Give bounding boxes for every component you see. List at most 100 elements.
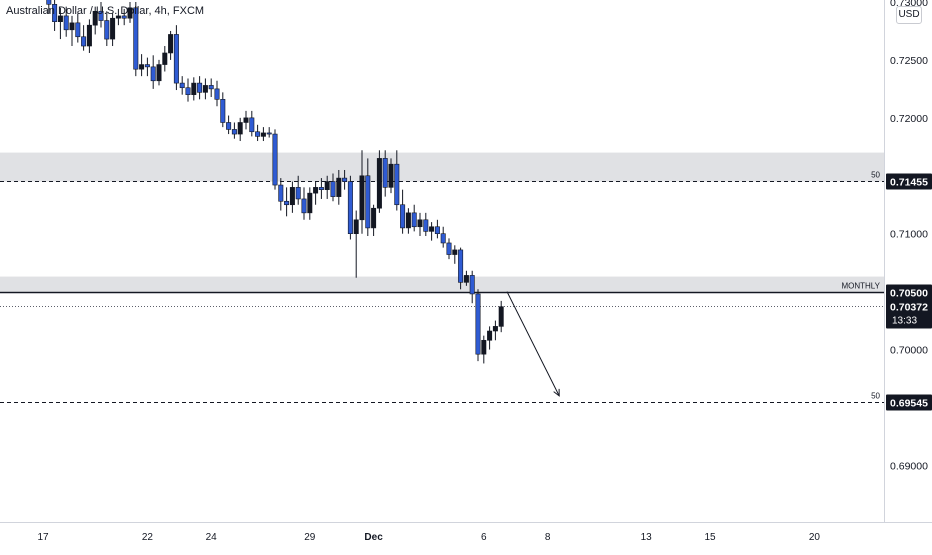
candle-body-41[interactable]: [272, 133, 278, 186]
candle-body-70[interactable]: [440, 233, 446, 244]
level-price-tag-1: [886, 284, 932, 301]
time-tick-5: 6: [481, 532, 487, 543]
level-annotation-0: 50: [871, 171, 880, 180]
candle-body-12[interactable]: [104, 20, 110, 40]
candle-body-4[interactable]: [57, 15, 63, 22]
candle-body-33[interactable]: [226, 122, 232, 130]
candle-body-29[interactable]: [202, 85, 208, 93]
candle-body-51[interactable]: [330, 181, 336, 197]
candle-body-37[interactable]: [249, 117, 255, 133]
candle-body-27[interactable]: [191, 82, 197, 95]
candle-body-47[interactable]: [307, 192, 313, 214]
projection-arrow-head: [553, 388, 560, 397]
candle-body-57[interactable]: [365, 175, 371, 229]
candle-body-28[interactable]: [197, 82, 203, 93]
candle-body-74[interactable]: [463, 275, 469, 283]
candle-body-58[interactable]: [371, 207, 377, 229]
candle-body-34[interactable]: [231, 129, 237, 135]
candle-body-39[interactable]: [260, 132, 266, 137]
candle-body-2[interactable]: [46, 0, 52, 5]
candle-body-14[interactable]: [115, 15, 121, 19]
candle-body-67[interactable]: [423, 219, 429, 232]
candle-body-19[interactable]: [144, 64, 150, 68]
candle-body-80[interactable]: [498, 306, 504, 327]
candle-body-25[interactable]: [179, 82, 185, 89]
candle-body-6[interactable]: [69, 22, 75, 31]
candle-body-65[interactable]: [411, 212, 417, 228]
candle-body-21[interactable]: [156, 64, 162, 82]
candle-body-46[interactable]: [301, 198, 307, 214]
candle-body-45[interactable]: [295, 187, 301, 200]
candle-body-42[interactable]: [278, 184, 284, 202]
candle-body-52[interactable]: [336, 177, 342, 197]
candle-body-72[interactable]: [452, 249, 458, 255]
candle-body-61[interactable]: [388, 163, 394, 188]
candle-body-3[interactable]: [52, 4, 58, 22]
candle-body-43[interactable]: [284, 200, 290, 206]
candle-body-26[interactable]: [185, 87, 191, 95]
candle-body-10[interactable]: [92, 10, 98, 26]
candle-body-56[interactable]: [359, 175, 365, 221]
candle-body-20[interactable]: [150, 66, 156, 82]
candle-body-30[interactable]: [208, 85, 214, 90]
price-tick-4: 0.70000: [890, 345, 928, 357]
candle-body-17[interactable]: [133, 7, 139, 70]
candle-body-50[interactable]: [324, 181, 330, 190]
bar-countdown: 13:33: [892, 316, 917, 327]
projection-arrow-line[interactable]: [506, 291, 560, 397]
candle-body-15[interactable]: [121, 15, 127, 19]
candle-body-54[interactable]: [347, 181, 353, 235]
level-annotation-1: MONTHLY: [841, 282, 880, 291]
time-tick-9: 20: [809, 532, 821, 543]
candle-body-69[interactable]: [434, 226, 440, 234]
candle-body-73[interactable]: [458, 249, 464, 283]
level-annotation-2: 50: [871, 392, 880, 401]
candle-body-13[interactable]: [110, 17, 116, 40]
candle-body-71[interactable]: [446, 242, 452, 255]
candle-body-44[interactable]: [289, 187, 295, 206]
candle-body-55[interactable]: [353, 219, 359, 235]
candle-body-24[interactable]: [173, 34, 179, 84]
time-tick-7: 13: [641, 532, 653, 543]
candle-body-49[interactable]: [318, 187, 324, 190]
candle-body-36[interactable]: [243, 117, 249, 123]
price-tick-0: 0.73000: [890, 0, 928, 9]
candle-body-78[interactable]: [487, 330, 493, 341]
candle-body-22[interactable]: [162, 52, 168, 65]
candle-body-5[interactable]: [63, 15, 69, 31]
time-tick-3: 29: [304, 532, 316, 543]
candle-body-35[interactable]: [237, 122, 243, 135]
time-tick-1: 22: [142, 532, 154, 543]
candle-body-16[interactable]: [127, 7, 133, 19]
level-price-tag-2: [886, 394, 932, 411]
candle-body-62[interactable]: [394, 163, 400, 206]
candle-body-11[interactable]: [98, 10, 104, 21]
candle-body-63[interactable]: [400, 204, 406, 229]
candle-body-64[interactable]: [405, 212, 411, 229]
candle-body-59[interactable]: [376, 158, 382, 209]
candle-body-77[interactable]: [481, 339, 487, 355]
price-tick-2: 0.72000: [890, 113, 928, 125]
candle-body-9[interactable]: [86, 24, 92, 47]
candle-body-40[interactable]: [266, 132, 272, 135]
candle-body-75[interactable]: [469, 275, 475, 295]
candle-body-76[interactable]: [475, 293, 481, 355]
currency-selector-button[interactable]: USD: [896, 6, 922, 24]
candle-body-68[interactable]: [429, 226, 435, 232]
candle-body-79[interactable]: [492, 326, 498, 332]
candle-body-32[interactable]: [220, 99, 226, 123]
candle-body-60[interactable]: [382, 158, 388, 188]
candle-body-38[interactable]: [255, 131, 261, 137]
candle-body-7[interactable]: [75, 22, 81, 38]
candle-body-8[interactable]: [81, 36, 87, 47]
candle-body-53[interactable]: [342, 177, 348, 182]
candle-body-48[interactable]: [313, 187, 319, 194]
candle-body-18[interactable]: [139, 64, 145, 70]
candle-body-31[interactable]: [214, 88, 220, 100]
level-price-tag-0: [886, 173, 932, 190]
candle-body-66[interactable]: [417, 219, 423, 228]
supply-zone-1: [0, 276, 884, 292]
candle-body-23[interactable]: [168, 34, 174, 54]
